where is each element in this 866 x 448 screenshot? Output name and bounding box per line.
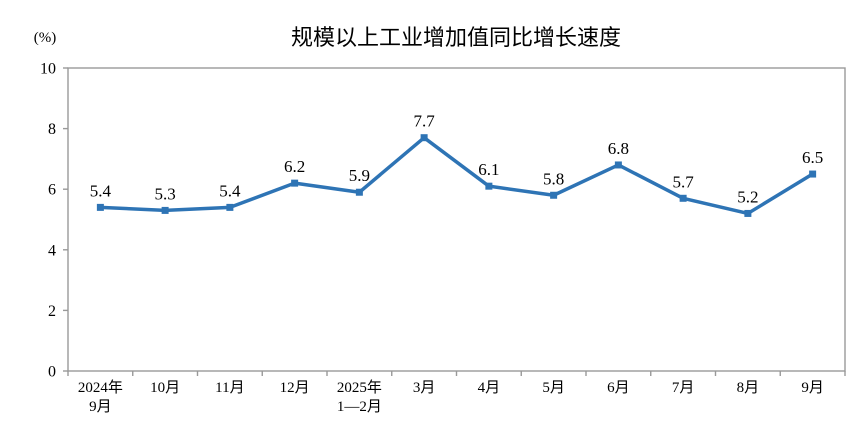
data-point-label: 5.7 (673, 172, 695, 191)
data-point-marker (161, 206, 169, 214)
data-point-label: 6.1 (478, 160, 499, 179)
data-point-marker (291, 179, 299, 187)
plot-content: 0 2 4 6 8 10 2024年 9月 10月 11月 12月 2025年 1—2月 3月 4月 5月 6月… (40, 61, 846, 415)
data-point-label: 5.9 (349, 166, 370, 185)
data-point-marker (809, 170, 817, 178)
data-point-label: 6.5 (802, 148, 823, 167)
data-point-marker (485, 182, 493, 190)
data-line (98, 135, 815, 216)
x-tick-label: 6月 (607, 380, 630, 396)
data-point-label: 6.2 (284, 157, 305, 176)
y-tick-label: 4 (48, 242, 56, 259)
plot-area-frame (67, 67, 846, 372)
y-tick-label: 6 (48, 182, 56, 199)
x-tick-label: 9月 (801, 380, 824, 396)
x-tick-label: 10月 (150, 380, 180, 396)
x-tick-label: 3月 (413, 380, 436, 396)
data-point-label: 5.8 (543, 169, 564, 188)
x-tick-label: 12月 (280, 380, 310, 396)
x-tick-label: 2024年 (78, 379, 123, 396)
data-point-marker (420, 134, 428, 142)
x-tick-label: 8月 (737, 380, 760, 396)
data-point-label: 6.8 (608, 139, 629, 158)
x-tick-label: 9月 (89, 399, 112, 415)
x-tick-label: 11月 (215, 380, 244, 396)
x-tick-label: 4月 (478, 380, 501, 396)
y-tick-label: 2 (48, 303, 56, 320)
chart-title: 规模以上工业增加值同比增长速度 (291, 25, 621, 50)
y-tick-label: 0 (48, 364, 56, 381)
y-tick-label: 8 (48, 121, 56, 138)
data-point-marker (744, 209, 752, 217)
y-axis-unit-label: (%) (34, 30, 57, 46)
data-point-marker (96, 203, 104, 211)
x-tick-label: 7月 (672, 380, 695, 396)
data-point-label: 5.2 (737, 187, 758, 206)
data-point-label: 5.4 (219, 181, 241, 200)
data-point-label: 7.7 (414, 112, 436, 131)
data-point-label: 5.4 (90, 181, 112, 200)
x-tick-label: 5月 (542, 380, 565, 396)
data-point-label: 5.3 (155, 184, 176, 203)
data-point-marker (550, 191, 558, 199)
y-tick-label: 10 (40, 61, 56, 78)
x-tick-label: 1—2月 (337, 399, 382, 415)
data-point-marker (614, 161, 622, 169)
data-point-marker (226, 203, 234, 211)
x-tick-label: 2025年 (337, 379, 382, 396)
data-point-marker (679, 194, 687, 202)
data-point-marker (355, 188, 363, 196)
